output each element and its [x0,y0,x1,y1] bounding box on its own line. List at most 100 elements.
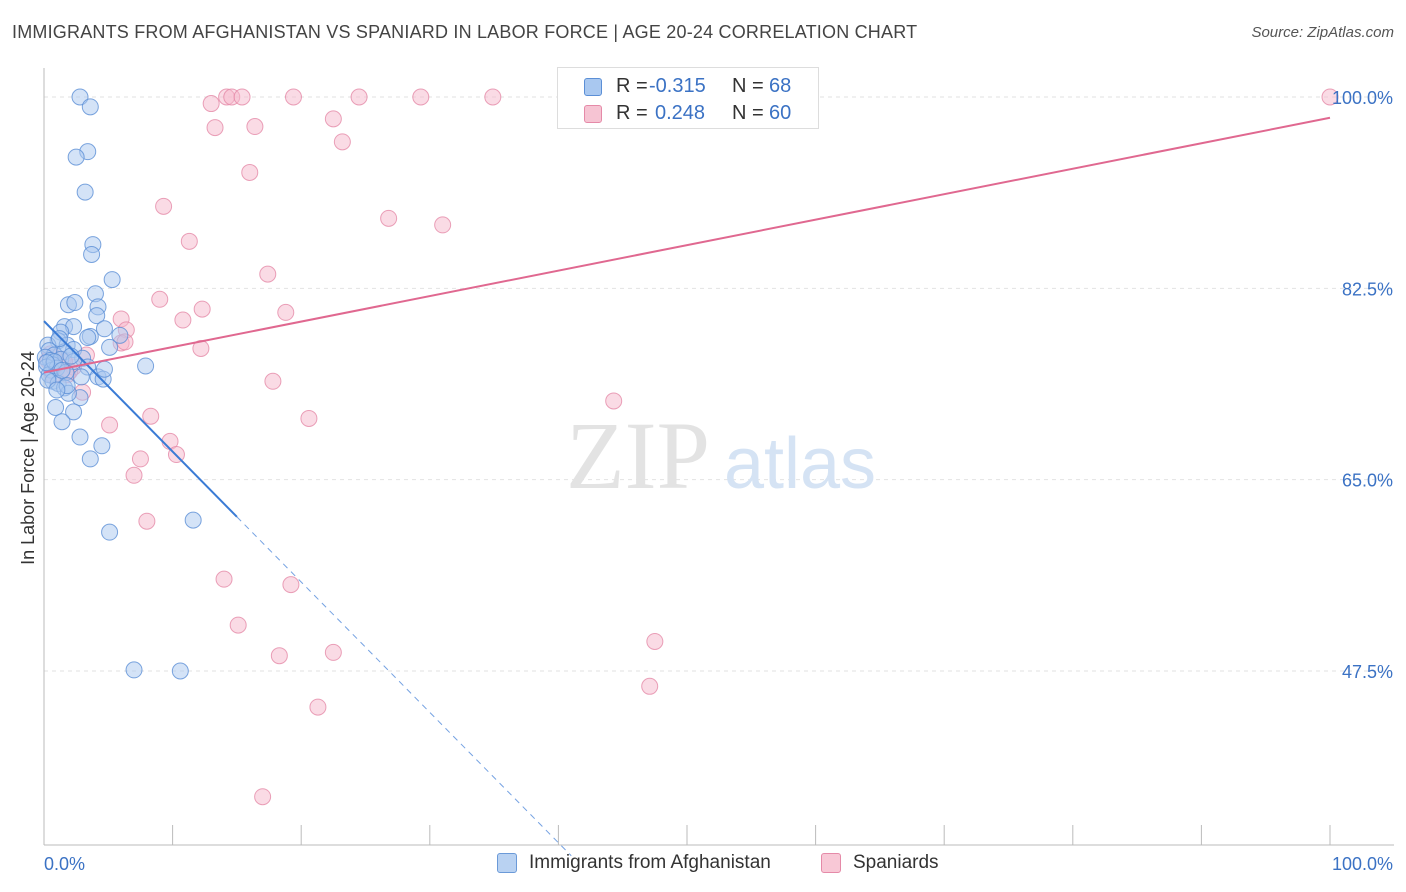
spaniards-point [300,409,318,427]
legend-n-label: N = [732,75,764,97]
spaniards-point [151,290,169,308]
y-axis-label: In Labor Force | Age 20-24 [18,351,38,565]
afghanistan-point [81,450,99,468]
afghanistan-point [95,360,113,378]
spaniards-point [155,197,173,215]
spaniards-point [131,450,149,468]
spaniards-point [270,647,288,665]
bottom-legend-label: Spaniards [853,852,939,873]
legend-r-value: -0.315 [649,75,706,97]
afghanistan-point [71,88,89,106]
afghanistan-point [79,329,97,347]
watermark-zip: ZIP [566,402,710,509]
spaniards-point [138,512,156,530]
legend-swatch-blue [584,78,602,96]
watermark: ZIP atlas [566,402,876,509]
spaniards-point [641,677,659,695]
spaniards-trendline [43,116,1331,374]
afghanistan-point [67,148,85,166]
y-tick-label: 82.5% [1342,279,1393,299]
legend-r-value: 0.248 [655,102,706,124]
afghanistan-point [103,271,121,289]
spaniards-point [254,788,272,806]
watermark-atlas: atlas [724,424,876,504]
x-tick-label-min: 0.0% [44,854,85,874]
spaniards-point [142,407,160,425]
x-tick-label-max: 100.0% [1332,854,1393,874]
legend-r-label: R = [616,75,648,97]
chart-title: IMMIGRANTS FROM AFGHANISTAN VS SPANIARD … [12,22,918,42]
spaniards-point [350,88,368,106]
spaniards-point [277,303,295,321]
legend-n-value: 60 [769,102,792,124]
spaniards-point [174,311,192,329]
afghanistan-point [62,347,80,365]
axes [43,68,1394,846]
y-tick-label: 47.5% [1342,662,1393,682]
afghanistan-points [36,88,202,680]
afghanistan-point [65,403,83,421]
legend-n-label: N = [732,102,764,124]
spaniards-point [202,95,220,113]
spaniards-point [125,466,143,484]
afghanistan-point [184,511,202,529]
source-label: Source: ZipAtlas.com [1251,24,1394,41]
y-tick-labels: 47.5% 65.0% 82.5% 100.0% [1332,88,1393,682]
afghanistan-point [111,326,129,344]
y-tick-label: 100.0% [1332,88,1393,108]
afghanistan-point [171,662,189,680]
afghanistan-trendline [43,320,238,518]
spaniards-point [324,643,342,661]
spaniards-point [193,300,211,318]
afghanistan-point [95,320,113,338]
afghanistan-point [76,183,94,201]
afghanistan-point [50,330,68,348]
spaniards-point [484,88,502,106]
afghanistan-point [125,661,143,679]
spaniards-point [309,698,327,716]
bottom-legend-swatch-pink [821,853,841,873]
correlation-legend: R = -0.315 N = 68 R = 0.248 N = 60 [557,67,819,129]
legend-swatch-pink [584,105,602,123]
afghanistan-point [53,413,71,431]
afghanistan-point [66,294,84,312]
spaniards-point [264,372,282,390]
afghanistan-point [137,357,155,375]
spaniards-point [282,576,300,594]
spaniards-point [259,265,277,283]
y-tick-label: 65.0% [1342,471,1393,491]
trendlines [43,116,1331,857]
spaniards-point [324,110,342,128]
afghanistan-point [48,381,66,399]
afghanistan-point [81,98,99,116]
spaniards-point [246,118,264,136]
afghanistan-point [93,437,111,455]
bottom-legend-swatch-blue [497,853,517,873]
afghanistan-point [71,428,89,446]
spaniards-point [333,133,351,151]
spaniards-point [206,119,224,137]
spaniards-point [241,163,259,181]
legend-n-value: 68 [769,75,792,97]
afghanistan-point [101,523,119,541]
afghanistan-point [101,338,119,356]
bottom-legend-label: Immigrants from Afghanistan [529,852,771,873]
spaniards-point [380,209,398,227]
afghanistan-point [88,307,106,325]
spaniards-point [284,88,302,106]
spaniards-point [434,216,452,234]
spaniards-point [1321,88,1339,106]
spaniards-point [229,616,247,634]
spaniards-point [101,416,119,434]
spaniards-point [412,88,430,106]
afghanistan-point [47,399,65,417]
spaniards-point [646,632,664,650]
spaniards-point [233,88,251,106]
spaniards-point [180,232,198,250]
afghanistan-point [38,354,56,372]
afghanistan-point [83,245,101,263]
spaniards-point [215,570,233,588]
afghanistan-point [72,368,90,386]
legend-r-label: R = [616,102,648,124]
